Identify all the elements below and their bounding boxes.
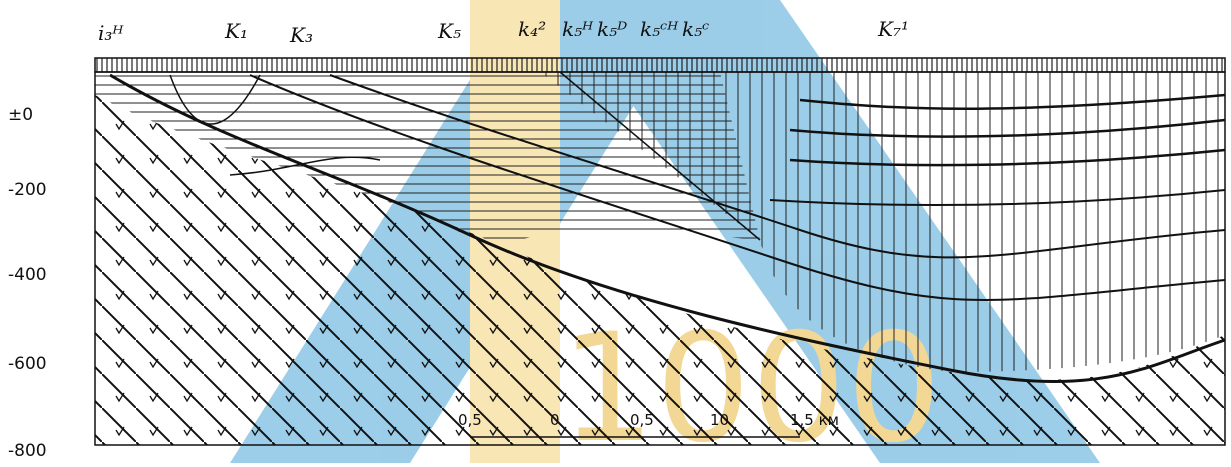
- scale-label: 0: [550, 411, 560, 429]
- cross-section: 1000 ±0 -200 -400 -600 -800 i₃ᴴ K₁ K₃ K₅…: [0, 0, 1231, 463]
- formation-label: k₅ᶜ: [682, 17, 709, 41]
- page: {"depth_axis": {"labels": ["±0", "-200",…: [0, 0, 1231, 463]
- formation-label: K₁: [224, 19, 248, 43]
- depth-label: -400: [8, 265, 47, 285]
- ground-surface: [95, 58, 1225, 72]
- depth-label: -800: [8, 441, 47, 461]
- scale-label: 0,5: [458, 411, 482, 429]
- scale-label: 1,5 км: [790, 411, 839, 429]
- scale-label: 0,5: [630, 411, 654, 429]
- formation-label: k₅ᴰ: [597, 17, 627, 41]
- formation-label: K₃: [289, 23, 313, 47]
- formation-label: i₃ᴴ: [98, 21, 124, 45]
- depth-label: -200: [8, 180, 47, 200]
- formation-label: K₇¹: [877, 17, 909, 41]
- formation-label: k₅ᶜᴴ: [640, 17, 679, 41]
- depth-label: ±0: [8, 105, 33, 125]
- depth-label: -600: [8, 354, 47, 374]
- formation-label: k₄²: [518, 17, 546, 41]
- formation-label: k₅ᴴ: [562, 17, 594, 41]
- formation-label: K₅: [437, 19, 461, 43]
- scale-label: 10: [710, 411, 729, 429]
